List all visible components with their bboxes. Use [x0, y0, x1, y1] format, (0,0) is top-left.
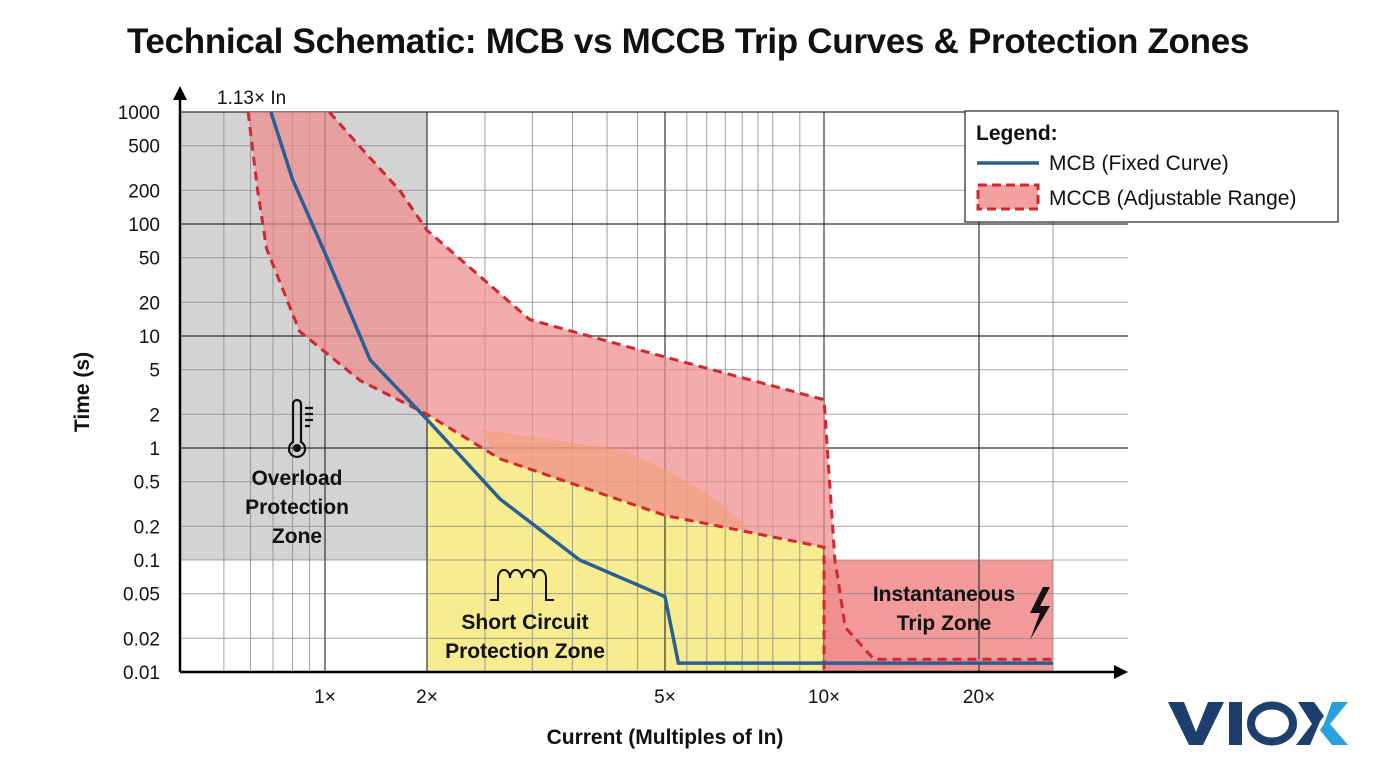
- thermometer-icon: [287, 398, 313, 459]
- y-tick-label: 200: [128, 181, 160, 202]
- mccb-lower-boundary: [246, 111, 826, 672]
- y-axis-arrow-icon: [173, 86, 187, 100]
- x-tick-label: 2×: [416, 687, 438, 708]
- short-circuit-zone: [427, 414, 824, 672]
- x-tick-label: 1×: [314, 687, 336, 708]
- y-tick-label: 5: [149, 361, 160, 382]
- x-tick-label: 5×: [654, 687, 676, 708]
- y-tick-label: 1: [149, 439, 160, 460]
- thermometer-bulb-icon: [293, 444, 301, 452]
- x-tick-label: 10×: [808, 687, 840, 708]
- y-tick-label: 20: [139, 293, 160, 314]
- mcb-curve: [269, 111, 1053, 665]
- x-axis-arrow-icon: [1114, 665, 1128, 679]
- y-tick-label: 0.01: [123, 663, 160, 684]
- mccb-band-fill: [248, 112, 1054, 672]
- y-tick-label: 0.1: [134, 551, 160, 572]
- y-tick-label: 0.2: [134, 517, 160, 538]
- zone-label: Short Circuit: [461, 611, 588, 634]
- y-tick-label: 0.5: [134, 473, 160, 494]
- legend-mccb-label: MCCB (Adjustable Range): [1049, 187, 1296, 210]
- lightning-icon: [1030, 587, 1050, 640]
- mccb-overlap-highlight: [480, 430, 750, 530]
- y-tick-label: 1000: [118, 103, 160, 124]
- inductor-coil-icon: [490, 569, 554, 601]
- y-tick-label: 10: [139, 327, 160, 348]
- y-axis-label: Time (s): [71, 352, 94, 432]
- viox-logo: [1168, 701, 1348, 746]
- y-tick-label: 0.02: [123, 629, 160, 650]
- zone-label: Overload: [251, 467, 342, 490]
- annotation-1-13-in: 1.13× In: [217, 88, 286, 109]
- y-tick-label: 500: [128, 137, 160, 158]
- legend-title: Legend:: [976, 122, 1058, 145]
- legend-mccb-swatch: [976, 183, 1040, 211]
- x-tick-label: 20×: [963, 687, 995, 708]
- y-tick-label: 0.05: [123, 585, 160, 606]
- x-axis-label: Current (Multiples of In): [547, 726, 784, 749]
- zone-label: Zone: [272, 525, 322, 548]
- zone-label: Instantaneous: [873, 583, 1015, 606]
- y-tick-label: 2: [149, 405, 160, 426]
- y-tick-label: 100: [128, 215, 160, 236]
- zone-label: Protection Zone: [445, 640, 605, 663]
- legend-mcb-label: MCB (Fixed Curve): [1049, 152, 1229, 175]
- legend: Legend: MCB (Fixed Curve) MCCB (Adjustab…: [964, 110, 1339, 223]
- zone-label: Trip Zone: [897, 612, 992, 635]
- zone-label: Protection: [245, 496, 349, 519]
- y-tick-label: 50: [139, 249, 160, 270]
- chart-title: Technical Schematic: MCB vs MCCB Trip Cu…: [126, 22, 1250, 61]
